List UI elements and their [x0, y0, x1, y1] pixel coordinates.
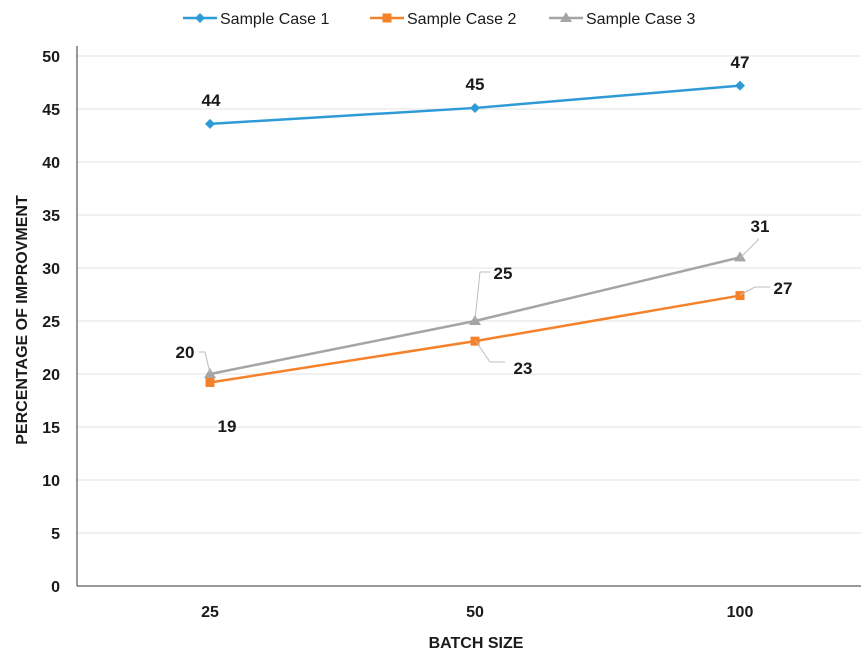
data-label: 19 [218, 417, 237, 436]
data-point-marker [205, 377, 215, 387]
data-label: 20 [176, 343, 195, 362]
data-label: 45 [466, 75, 485, 94]
legend: Sample Case 1 Sample Case 2 Sample Case 3 [183, 11, 695, 28]
y-axis-title: PERCENTAGE OF IMPROVMENT [14, 195, 31, 445]
y-tick-label: 45 [42, 102, 60, 119]
label-leader-line [474, 339, 505, 363]
data-point-marker [195, 13, 205, 23]
y-tick-label: 25 [42, 314, 60, 331]
label-leader-line [199, 351, 211, 374]
data-label: 27 [774, 279, 793, 298]
y-tick-label: 35 [42, 208, 60, 225]
x-axis-title: BATCH SIZE [429, 635, 524, 652]
legend-label: Sample Case 1 [220, 11, 329, 28]
y-tick-label: 5 [51, 526, 60, 543]
x-tick-labels: 25 50 100 [201, 604, 753, 621]
data-label: 25 [494, 264, 513, 283]
data-label: 23 [514, 359, 533, 378]
legend-label: Sample Case 3 [586, 11, 695, 28]
data-point-marker [382, 13, 392, 23]
x-tick-label: 100 [727, 604, 754, 621]
series-1 [205, 80, 745, 129]
series-3 [204, 251, 746, 378]
data-point-marker [734, 251, 746, 262]
data-label: 47 [731, 53, 750, 72]
data-point-marker [470, 336, 480, 346]
series-2 [205, 291, 745, 387]
data-point-marker [205, 118, 215, 129]
data-point-marker [470, 102, 480, 113]
y-tick-label: 15 [42, 420, 60, 437]
legend-item-2: Sample Case 2 [370, 11, 516, 28]
data-label: 31 [751, 217, 770, 236]
y-tick-label: 50 [42, 49, 60, 66]
y-tick-labels: 0 5 10 15 20 25 30 35 40 45 50 [42, 49, 60, 596]
label-leader-line [739, 286, 770, 296]
label-leader-line [739, 238, 759, 259]
legend-item-1: Sample Case 1 [183, 11, 329, 28]
y-tick-label: 0 [51, 579, 60, 596]
data-point-marker [560, 12, 572, 22]
data-label: 44 [202, 91, 221, 110]
x-tick-label: 50 [466, 604, 484, 621]
legend-item-3: Sample Case 3 [549, 11, 695, 28]
y-tick-label: 10 [42, 473, 60, 490]
y-tick-label: 20 [42, 367, 60, 384]
x-tick-label: 25 [201, 604, 219, 621]
data-labels: 44 45 47 19 23 27 20 25 31 [176, 53, 793, 436]
y-tick-label: 40 [42, 155, 60, 172]
legend-label: Sample Case 2 [407, 11, 516, 28]
data-point-marker [735, 80, 745, 91]
data-point-marker [735, 291, 745, 301]
label-leader-line [474, 271, 490, 321]
series-group [204, 80, 746, 387]
y-tick-label: 30 [42, 261, 60, 278]
axes [76, 46, 861, 587]
